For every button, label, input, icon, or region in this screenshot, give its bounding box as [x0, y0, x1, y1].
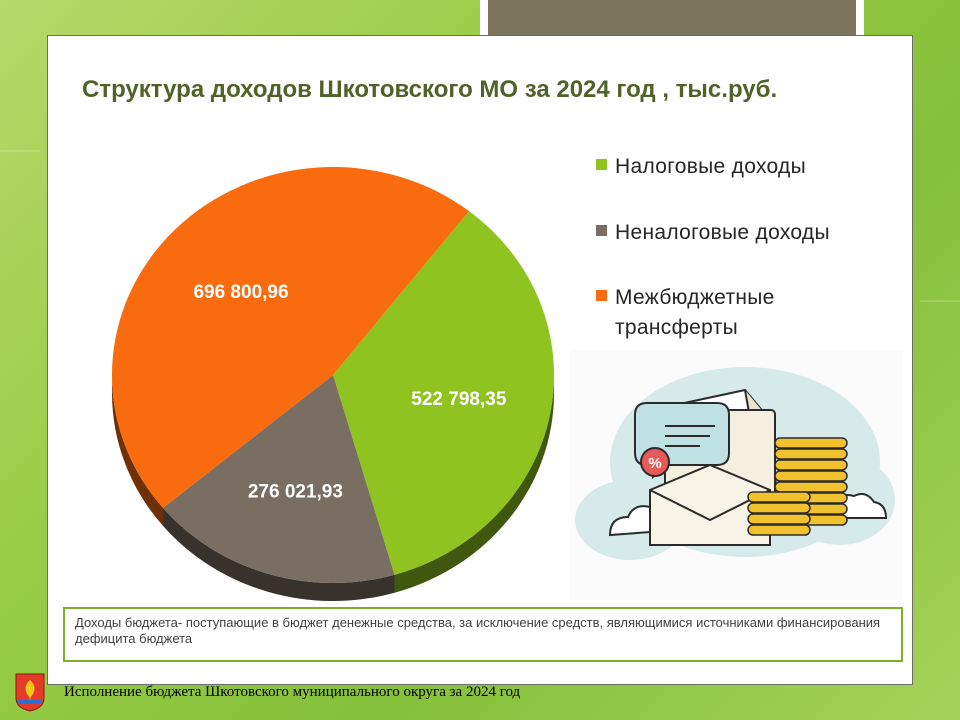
- background-decoration: [0, 150, 40, 152]
- coin: [774, 470, 848, 482]
- page-title: Структура доходов Шкотовского МО за 2024…: [82, 76, 778, 103]
- budget-document-coins-illustration: %: [570, 350, 903, 600]
- legend-item-nontax: Неналоговые доходы: [596, 218, 830, 248]
- legend-label: Неналоговые доходы: [615, 221, 830, 244]
- coin: [774, 448, 848, 460]
- legend-swatch-transfers: [596, 290, 607, 301]
- pie-slice-side-1: [163, 507, 395, 601]
- coin: [774, 481, 848, 493]
- pie-slice-1: [163, 375, 395, 583]
- coin: [747, 524, 811, 536]
- legend-swatch-tax: [596, 159, 607, 170]
- pie-slice-0: [333, 211, 555, 575]
- percent-badge-icon: %: [640, 447, 670, 477]
- legend-item-transfers: Межбюджетные трансферты: [596, 283, 826, 343]
- legend-item-tax: Налоговые доходы: [596, 152, 806, 182]
- background-decoration: [920, 300, 960, 302]
- percent-badge-text: %: [648, 455, 661, 472]
- footer-caption: Исполнение бюджета Шкотовского муниципал…: [64, 684, 521, 700]
- coin: [747, 513, 811, 525]
- coin: [747, 491, 811, 503]
- pie-slice-side-2: [111, 375, 164, 526]
- pie-data-label-2: 696 800,96: [193, 282, 288, 303]
- coin: [774, 459, 848, 471]
- definition-note: Доходы бюджета- поступающие в бюджет ден…: [63, 607, 903, 662]
- coin: [774, 437, 848, 449]
- municipal-emblem-icon: [15, 673, 45, 712]
- pie-slice-side-0: [394, 375, 554, 593]
- legend-label: Межбюджетные трансферты: [615, 286, 775, 339]
- coin: [747, 502, 811, 514]
- pie-slice-2: [111, 166, 470, 508]
- pie-data-label-1: 276 021,93: [248, 481, 343, 502]
- legend-swatch-nontax: [596, 225, 607, 236]
- legend-label: Налоговые доходы: [615, 155, 806, 178]
- coin-stack-icon: [747, 437, 848, 536]
- pie-data-label-0: 522 798,35: [411, 389, 507, 410]
